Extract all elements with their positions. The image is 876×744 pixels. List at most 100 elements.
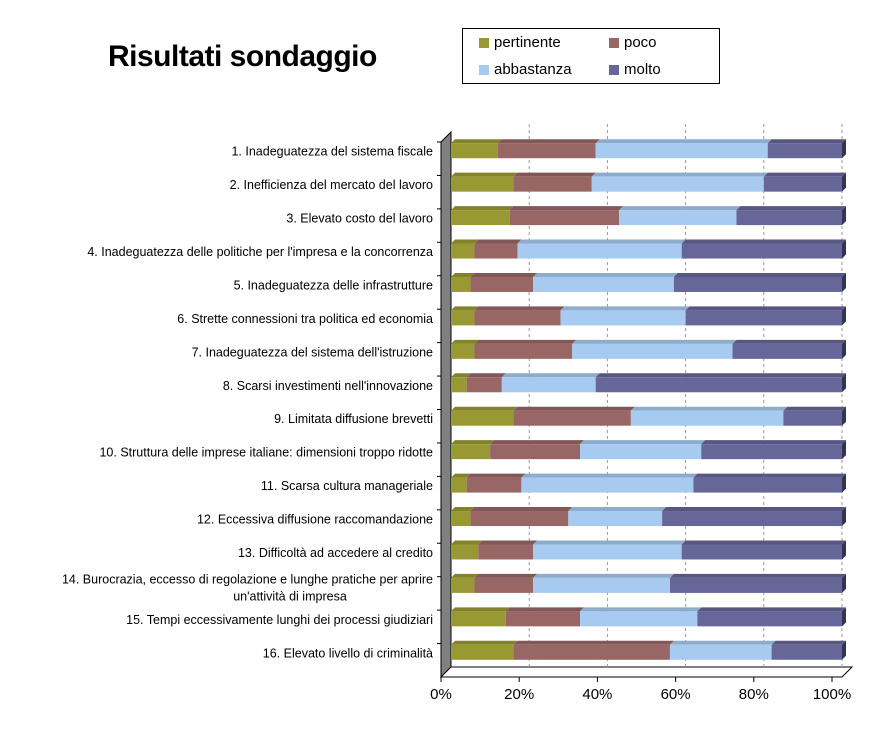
bar-top: [474, 239, 522, 244]
bar-segment: [470, 276, 534, 292]
bar-end-cap: [842, 540, 846, 560]
bar-segment: [732, 343, 842, 359]
bar-segment: [521, 477, 694, 493]
legend-swatch-abbastanza: [479, 65, 489, 75]
bar-segment: [474, 243, 518, 259]
bar-top: [763, 172, 846, 177]
bar-top: [701, 440, 846, 445]
bar-segment: [474, 310, 561, 326]
bar-top: [466, 473, 526, 478]
category-label: 8. Scarsi investimenti nell'innovazione: [223, 379, 433, 393]
bar-top: [451, 507, 475, 512]
bar-end-cap: [842, 473, 846, 493]
bar-end-cap: [842, 507, 846, 527]
legend-label-pertinente: pertinente: [494, 34, 561, 51]
bar-top: [681, 239, 846, 244]
bar-segment: [466, 377, 502, 393]
bar-end-cap: [842, 306, 846, 326]
legend-label-poco: poco: [624, 34, 657, 51]
bar-segment: [451, 343, 475, 359]
bar-segment: [513, 410, 631, 426]
x-tick-label: 100%: [813, 686, 851, 703]
bar-segment: [451, 544, 479, 560]
category-label: 2. Inefficienza del mercato del lavoro: [230, 178, 433, 192]
bar-segment: [451, 477, 467, 493]
bar-top: [517, 239, 686, 244]
category-label: 13. Difficoltà ad accedere al credito: [238, 546, 433, 560]
bar-end-cap: [842, 272, 846, 292]
category-label: 1. Inadeguatezza del sistema fiscale: [231, 145, 433, 159]
bar-segment: [451, 644, 514, 660]
bar-top: [572, 339, 737, 344]
bar-top: [736, 206, 846, 211]
bar-segment: [595, 143, 768, 159]
bar-top: [693, 473, 846, 478]
bar-top: [474, 573, 538, 578]
bar-top: [560, 306, 690, 311]
bar-top: [451, 373, 471, 378]
bar-top: [451, 239, 479, 244]
bar-top: [568, 507, 667, 512]
bar-end-cap: [842, 339, 846, 359]
bar-top: [533, 573, 674, 578]
bar-end-cap: [842, 406, 846, 426]
bar-end-cap: [842, 239, 846, 259]
bar-segment: [669, 644, 772, 660]
bar-top: [697, 607, 846, 612]
bar-top: [451, 206, 514, 211]
legend-label-molto: molto: [624, 61, 661, 78]
bar-segment: [697, 611, 842, 627]
bar-segment: [451, 611, 506, 627]
bar-top: [673, 272, 846, 277]
category-label: 12. Eccessiva diffusione raccomandazione: [197, 513, 433, 527]
bar-segment: [580, 444, 702, 460]
bar-top: [513, 640, 674, 645]
bar-segment: [783, 410, 842, 426]
bar-top: [580, 440, 706, 445]
legend-swatch-molto: [609, 65, 619, 75]
bar-top: [478, 540, 538, 545]
category-label: 9. Limitata diffusione brevetti: [274, 412, 433, 426]
bar-top: [474, 306, 565, 311]
bar-segment: [681, 243, 842, 259]
bar-segment: [451, 210, 510, 226]
legend-swatch-pertinente: [479, 38, 489, 48]
bar-segment: [533, 276, 674, 292]
bar-top: [591, 172, 768, 177]
bar-segment: [568, 511, 663, 527]
bar-segment: [673, 276, 842, 292]
bar-top: [497, 139, 600, 144]
bar-segment: [490, 444, 581, 460]
category-label: 11. Scarsa cultura manageriale: [261, 479, 433, 493]
bar-top: [451, 139, 502, 144]
category-label: 14. Burocrazia, eccesso di regolazione e…: [62, 572, 433, 603]
bar-top: [451, 573, 479, 578]
bar-segment: [509, 210, 620, 226]
bar-segment: [451, 310, 475, 326]
bar-segment: [513, 176, 592, 192]
x-tick-label: 80%: [739, 686, 769, 703]
bar-segment: [451, 276, 471, 292]
bar-end-cap: [842, 172, 846, 192]
bar-top: [509, 206, 624, 211]
bar-top: [451, 406, 518, 411]
bar-end-cap: [842, 607, 846, 627]
bar-segment: [701, 444, 842, 460]
bar-segment: [497, 143, 596, 159]
category-label: 10. Struttura delle imprese italiane: di…: [99, 446, 433, 460]
bar-segment: [470, 511, 569, 527]
bar-segment: [451, 410, 514, 426]
bar-top: [630, 406, 788, 411]
bar-segment: [572, 343, 733, 359]
side-wall: [440, 130, 452, 679]
bar-top: [451, 540, 483, 545]
bar-segment: [513, 644, 670, 660]
bar-segment: [560, 310, 686, 326]
bar-end-cap: [842, 440, 846, 460]
legend-swatch-poco: [609, 38, 619, 48]
bar-segment: [451, 511, 471, 527]
x-tick-label: 20%: [504, 686, 534, 703]
bar-top: [513, 172, 596, 177]
category-label: 4. Inadeguatezza delle politiche per l'i…: [87, 245, 433, 259]
bar-top: [470, 507, 573, 512]
